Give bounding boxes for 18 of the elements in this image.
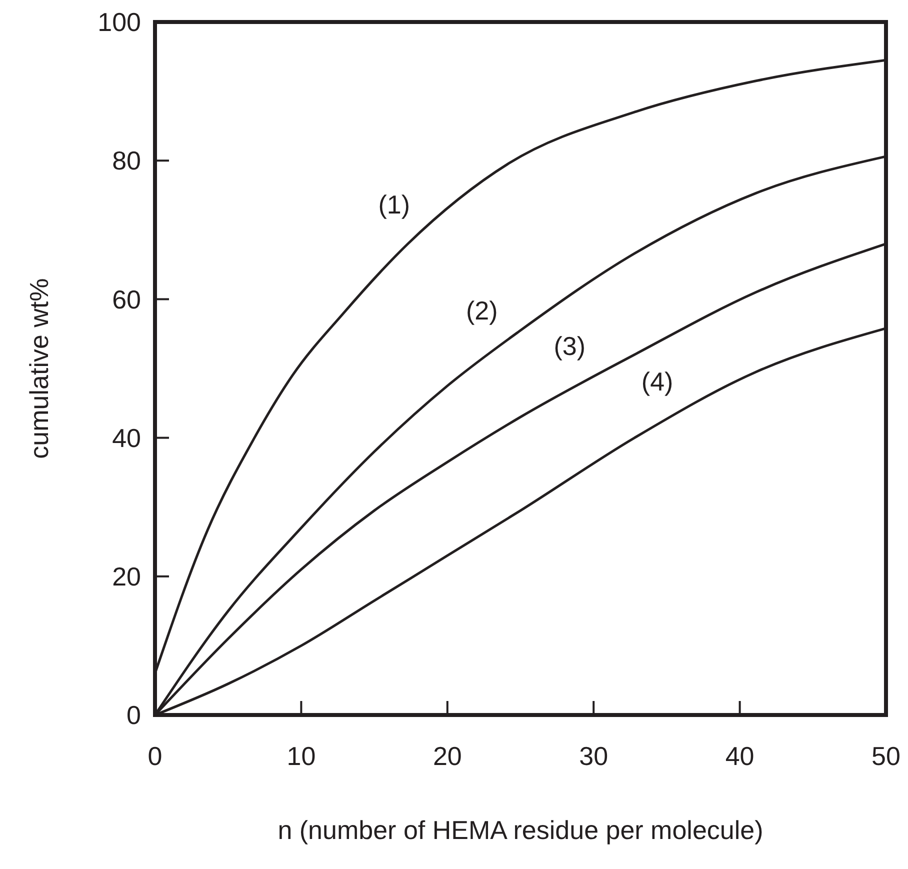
x-tick-label: 20	[432, 741, 462, 771]
series-label: (2)	[466, 295, 498, 326]
x-tick-label: 10	[286, 741, 316, 771]
x-tick-label: 50	[872, 741, 900, 771]
y-tick-label: 100	[98, 7, 141, 38]
y-tick-label: 60	[112, 284, 141, 314]
y-axis-title: cumulative wt%	[24, 278, 54, 459]
x-tick-label: 0	[148, 741, 162, 771]
x-tick-label: 40	[725, 741, 754, 771]
y-tick-label: 40	[112, 422, 141, 453]
series-label: (1)	[378, 190, 410, 220]
y-tick-label: 80	[112, 146, 141, 176]
series-label: (4)	[641, 366, 674, 396]
series-label: (3)	[554, 331, 586, 362]
y-tick-label: 0	[126, 700, 141, 730]
x-tick-label: 30	[579, 741, 608, 771]
x-axis-title: n (number of HEMA residue per molecule)	[278, 815, 764, 845]
y-tick-label: 20	[112, 562, 141, 592]
